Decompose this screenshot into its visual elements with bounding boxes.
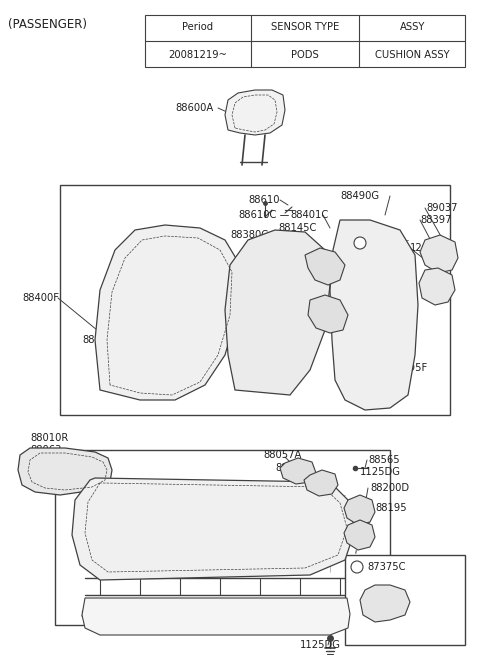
Text: 88057A: 88057A bbox=[263, 450, 301, 460]
Text: 87375C: 87375C bbox=[367, 562, 406, 572]
PathPatch shape bbox=[82, 598, 350, 635]
Text: 1125DG: 1125DG bbox=[300, 640, 341, 650]
Circle shape bbox=[351, 561, 363, 573]
PathPatch shape bbox=[419, 268, 455, 305]
PathPatch shape bbox=[72, 478, 355, 580]
Text: 88067A: 88067A bbox=[275, 463, 313, 473]
Text: 88600A: 88600A bbox=[175, 103, 213, 113]
PathPatch shape bbox=[344, 495, 375, 525]
Text: a: a bbox=[355, 563, 360, 572]
Text: 88200D: 88200D bbox=[370, 483, 409, 493]
Text: CUSHION ASSY: CUSHION ASSY bbox=[375, 50, 449, 60]
Text: 88195: 88195 bbox=[375, 503, 407, 513]
PathPatch shape bbox=[225, 90, 285, 135]
PathPatch shape bbox=[18, 448, 112, 495]
Bar bbox=[145, 15, 465, 67]
PathPatch shape bbox=[420, 235, 458, 273]
Text: 88401C: 88401C bbox=[290, 210, 328, 220]
Text: 88145C: 88145C bbox=[278, 223, 316, 233]
PathPatch shape bbox=[330, 220, 418, 410]
PathPatch shape bbox=[280, 458, 316, 484]
Text: 88180C: 88180C bbox=[72, 485, 110, 495]
Text: 88450C: 88450C bbox=[82, 335, 120, 345]
Text: a: a bbox=[358, 238, 362, 248]
Text: (PASSENGER): (PASSENGER) bbox=[8, 18, 87, 31]
Text: 88063: 88063 bbox=[30, 445, 61, 455]
PathPatch shape bbox=[225, 230, 330, 395]
Text: 88610: 88610 bbox=[248, 195, 279, 205]
Text: 1249BA: 1249BA bbox=[410, 243, 449, 253]
PathPatch shape bbox=[305, 248, 345, 285]
Circle shape bbox=[354, 237, 366, 249]
Text: 88565: 88565 bbox=[368, 455, 400, 465]
PathPatch shape bbox=[344, 520, 375, 550]
Text: 88490G: 88490G bbox=[340, 191, 379, 201]
Text: ASSY: ASSY bbox=[399, 22, 425, 31]
Text: PODS: PODS bbox=[291, 50, 319, 60]
Text: 88610C: 88610C bbox=[238, 210, 276, 220]
PathPatch shape bbox=[95, 225, 240, 400]
Text: 88030R: 88030R bbox=[280, 540, 318, 550]
Text: 88397: 88397 bbox=[420, 215, 452, 225]
Text: SENSOR TYPE: SENSOR TYPE bbox=[271, 22, 339, 31]
Bar bbox=[60, 185, 450, 415]
Bar bbox=[55, 450, 390, 625]
PathPatch shape bbox=[360, 585, 410, 622]
Text: 88400F: 88400F bbox=[22, 293, 59, 303]
Text: 88010R: 88010R bbox=[30, 433, 68, 443]
Text: 1125DG: 1125DG bbox=[360, 467, 401, 477]
Text: 88380C: 88380C bbox=[230, 230, 268, 240]
Bar bbox=[345, 555, 465, 645]
PathPatch shape bbox=[308, 295, 348, 333]
Text: Period: Period bbox=[182, 22, 214, 31]
PathPatch shape bbox=[304, 470, 338, 496]
Text: 89037: 89037 bbox=[426, 203, 457, 213]
Text: 88395F: 88395F bbox=[390, 363, 427, 373]
Text: 88190B: 88190B bbox=[80, 610, 119, 620]
Text: 20081219~: 20081219~ bbox=[168, 50, 227, 60]
